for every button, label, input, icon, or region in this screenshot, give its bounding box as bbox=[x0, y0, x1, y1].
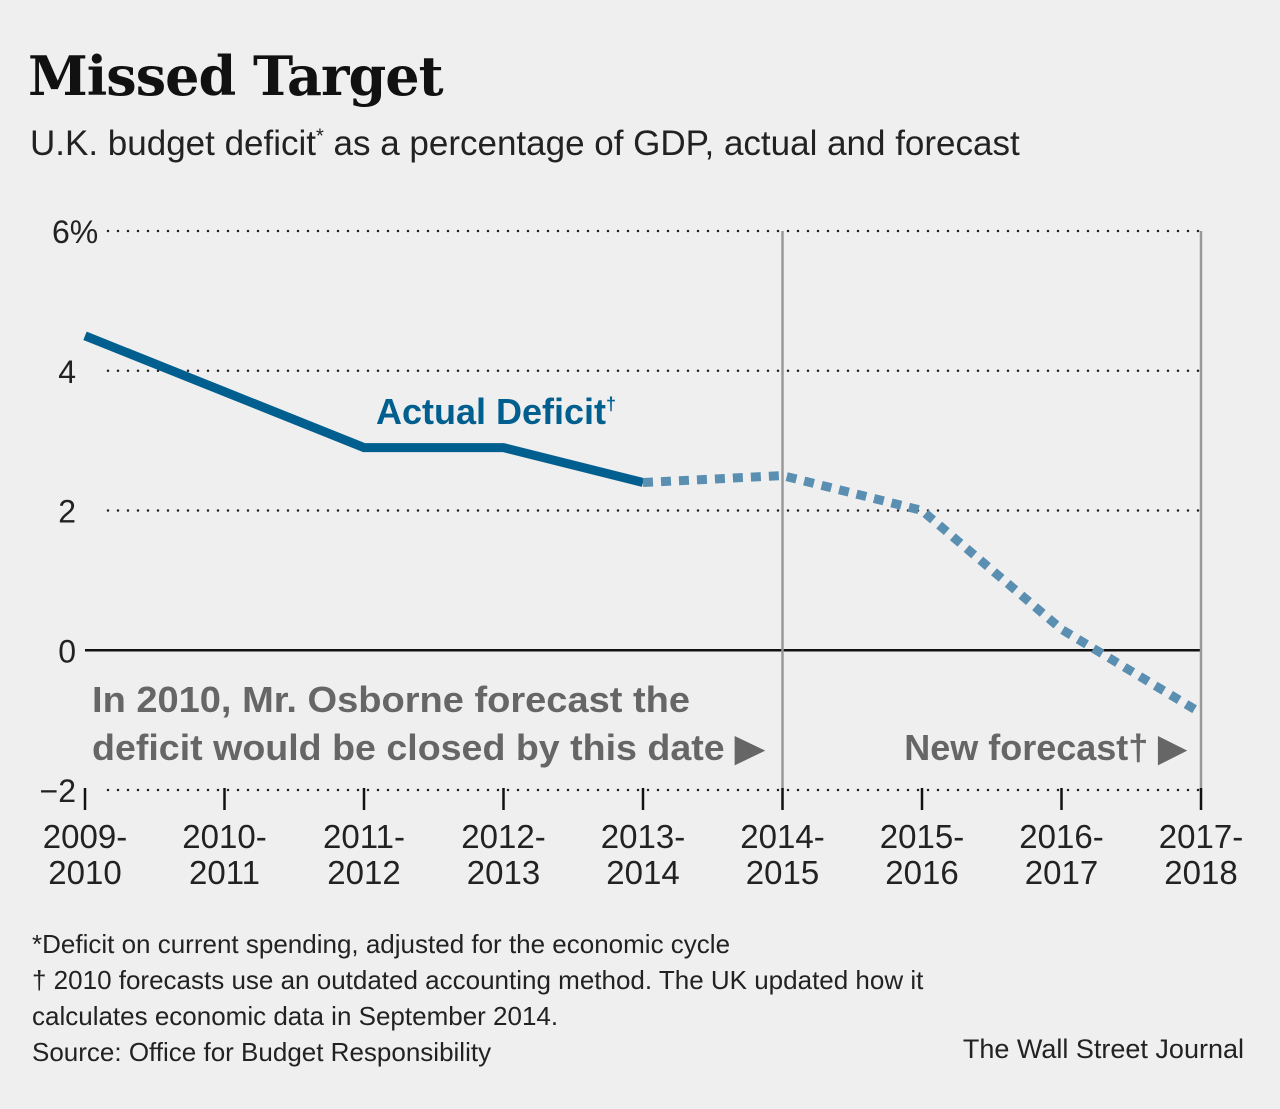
annotation-osborne-forecast: In 2010, Mr. Osborne forecast the bbox=[92, 679, 690, 720]
x-tick-label: 2017-2018 bbox=[1159, 818, 1243, 891]
subtitle-footnote-mark: * bbox=[316, 125, 324, 148]
x-tick-label: 2012-2013 bbox=[461, 818, 545, 891]
x-tick-label: 2014-2015 bbox=[740, 818, 824, 891]
x-tick-label: 2010-2011 bbox=[182, 818, 266, 891]
annotation-new-forecast: New forecast† ▶ bbox=[904, 727, 1187, 768]
footnote: calculates economic data in September 20… bbox=[32, 1001, 559, 1031]
y-tick-label: 6% bbox=[52, 214, 98, 250]
subtitle-text-rest: as a percentage of GDP, actual and forec… bbox=[323, 124, 1020, 163]
subtitle-text: U.K. budget deficit bbox=[30, 124, 316, 163]
footnote: † 2010 forecasts use an outdated account… bbox=[32, 965, 924, 995]
annotation-osborne-forecast: deficit would be closed by this date ▶ bbox=[92, 727, 765, 768]
x-tick-label: 2016-2017 bbox=[1019, 818, 1103, 891]
chart-subtitle: U.K. budget deficit* as a percentage of … bbox=[30, 124, 1020, 164]
x-tick-label: 2013-2014 bbox=[601, 818, 685, 891]
y-tick-label: −2 bbox=[40, 773, 76, 809]
credit: The Wall Street Journal bbox=[962, 1034, 1244, 1064]
footnote: *Deficit on current spending, adjusted f… bbox=[32, 929, 731, 959]
x-tick-label: 2009-2010 bbox=[43, 818, 127, 891]
x-tick-label: 2015-2016 bbox=[880, 818, 964, 891]
x-tick-label: 2011-2012 bbox=[323, 818, 405, 891]
y-tick-label: 0 bbox=[58, 633, 76, 669]
footnotes: *Deficit on current spending, adjusted f… bbox=[32, 926, 923, 1070]
series-label-actual-deficit: Actual Deficit† bbox=[376, 391, 616, 432]
source-note: Source: Office for Budget Responsibility bbox=[32, 1037, 492, 1067]
y-tick-label: 4 bbox=[58, 354, 76, 390]
chart-title: Missed Target bbox=[28, 44, 444, 108]
y-tick-label: 2 bbox=[58, 494, 76, 530]
forecast-line bbox=[642, 471, 1204, 717]
